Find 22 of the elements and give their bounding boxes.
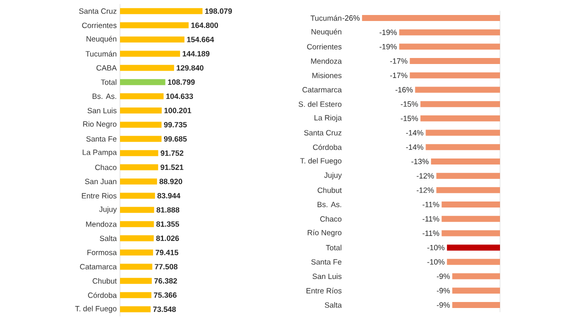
bar [120, 107, 162, 114]
bar [120, 8, 203, 14]
bar [120, 136, 162, 142]
bar [120, 249, 154, 256]
bar [120, 292, 152, 298]
bar [120, 122, 162, 128]
bar [120, 206, 154, 213]
bar [120, 306, 151, 312]
bar [120, 64, 174, 71]
bar [120, 178, 158, 184]
bar [120, 264, 152, 270]
bar [120, 235, 154, 242]
bar [120, 93, 164, 100]
bar [120, 278, 152, 284]
bar [120, 79, 166, 86]
bar [120, 50, 180, 57]
bar [120, 22, 189, 28]
bar [120, 164, 158, 170]
bar [120, 221, 154, 228]
bar [120, 36, 184, 42]
bar [120, 192, 155, 199]
bar [120, 150, 158, 156]
